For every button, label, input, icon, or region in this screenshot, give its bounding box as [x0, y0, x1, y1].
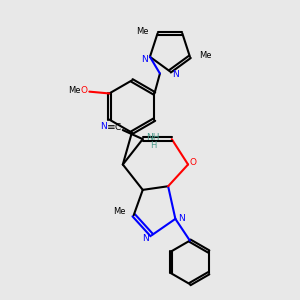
Text: Me: Me — [113, 207, 125, 216]
Text: O: O — [81, 86, 88, 95]
Text: H: H — [150, 141, 156, 150]
Text: N: N — [172, 70, 179, 79]
Text: Me: Me — [199, 50, 211, 59]
Text: N: N — [100, 122, 107, 131]
Text: ≡: ≡ — [107, 122, 116, 132]
Text: N: N — [141, 55, 148, 64]
Text: C: C — [115, 123, 121, 132]
Text: NH: NH — [146, 133, 160, 142]
Text: O: O — [190, 158, 197, 167]
Text: N: N — [142, 234, 149, 243]
Text: N: N — [178, 214, 185, 224]
Text: Me: Me — [136, 27, 148, 36]
Text: Me: Me — [68, 86, 80, 95]
